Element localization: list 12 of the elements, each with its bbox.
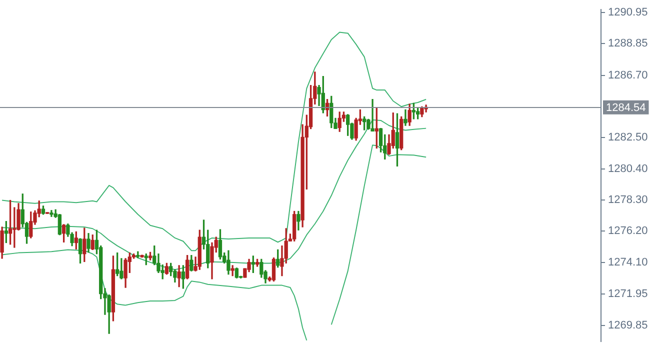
y-tick-label: 1278.30	[608, 194, 648, 206]
y-tick-label: 1286.70	[608, 69, 648, 82]
y-tick-label: 1282.50	[608, 132, 648, 144]
y-tick-label: 1280.40	[608, 162, 648, 175]
y-tick-label: 1269.85	[608, 319, 648, 332]
y-tick-label: 1276.20	[608, 225, 648, 238]
y-tick-label: 1274.10	[608, 256, 648, 268]
y-tick-label: 1288.85	[608, 37, 648, 50]
ref-line-label: 1284.54	[606, 102, 646, 114]
y-tick-label: 1290.95	[608, 6, 648, 18]
candlestick	[370, 99, 374, 132]
y-tick-label: 1271.95	[608, 288, 648, 300]
